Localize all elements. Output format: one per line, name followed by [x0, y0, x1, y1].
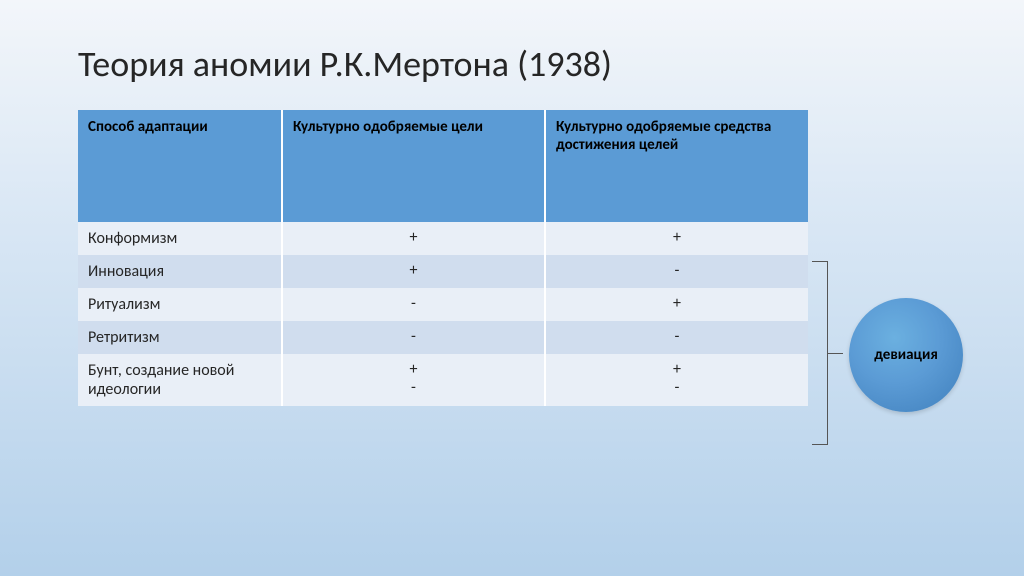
table-row: Конформизм + + — [78, 222, 808, 255]
table-row: Инновация + - — [78, 255, 808, 288]
table-row: Бунт, создание новой идеологии + - + - — [78, 354, 808, 406]
row-means: - — [545, 321, 808, 354]
row-goals: - — [282, 321, 545, 354]
table-header-row: Способ адаптации Культурно одобряемые це… — [78, 110, 808, 222]
col-header-means: Культурно одобряемые средства достижения… — [545, 110, 808, 222]
col-header-goals: Культурно одобряемые цели — [282, 110, 545, 222]
row-label: Бунт, создание новой идеологии — [78, 354, 282, 406]
table-row: Ретритизм - - — [78, 321, 808, 354]
row-label: Ретритизм — [78, 321, 282, 354]
row-label: Конформизм — [78, 222, 282, 255]
deviation-label: девиация — [874, 346, 938, 364]
table-row: Ритуализм - + — [78, 288, 808, 321]
slide-title: Теория аномии Р.К.Мертона (1938) — [78, 42, 612, 86]
deviation-bracket — [812, 261, 828, 445]
row-goals: + — [282, 222, 545, 255]
col-header-adaptation: Способ адаптации — [78, 110, 282, 222]
merton-table: Способ адаптации Культурно одобряемые це… — [78, 110, 808, 406]
row-goals: - — [282, 288, 545, 321]
row-goals: + - — [282, 354, 545, 406]
row-means: - — [545, 255, 808, 288]
row-means: + — [545, 288, 808, 321]
row-goals: + — [282, 255, 545, 288]
row-means: + — [545, 222, 808, 255]
row-label: Ритуализм — [78, 288, 282, 321]
row-label: Инновация — [78, 255, 282, 288]
row-means: + - — [545, 354, 808, 406]
deviation-circle: девиация — [849, 298, 963, 412]
